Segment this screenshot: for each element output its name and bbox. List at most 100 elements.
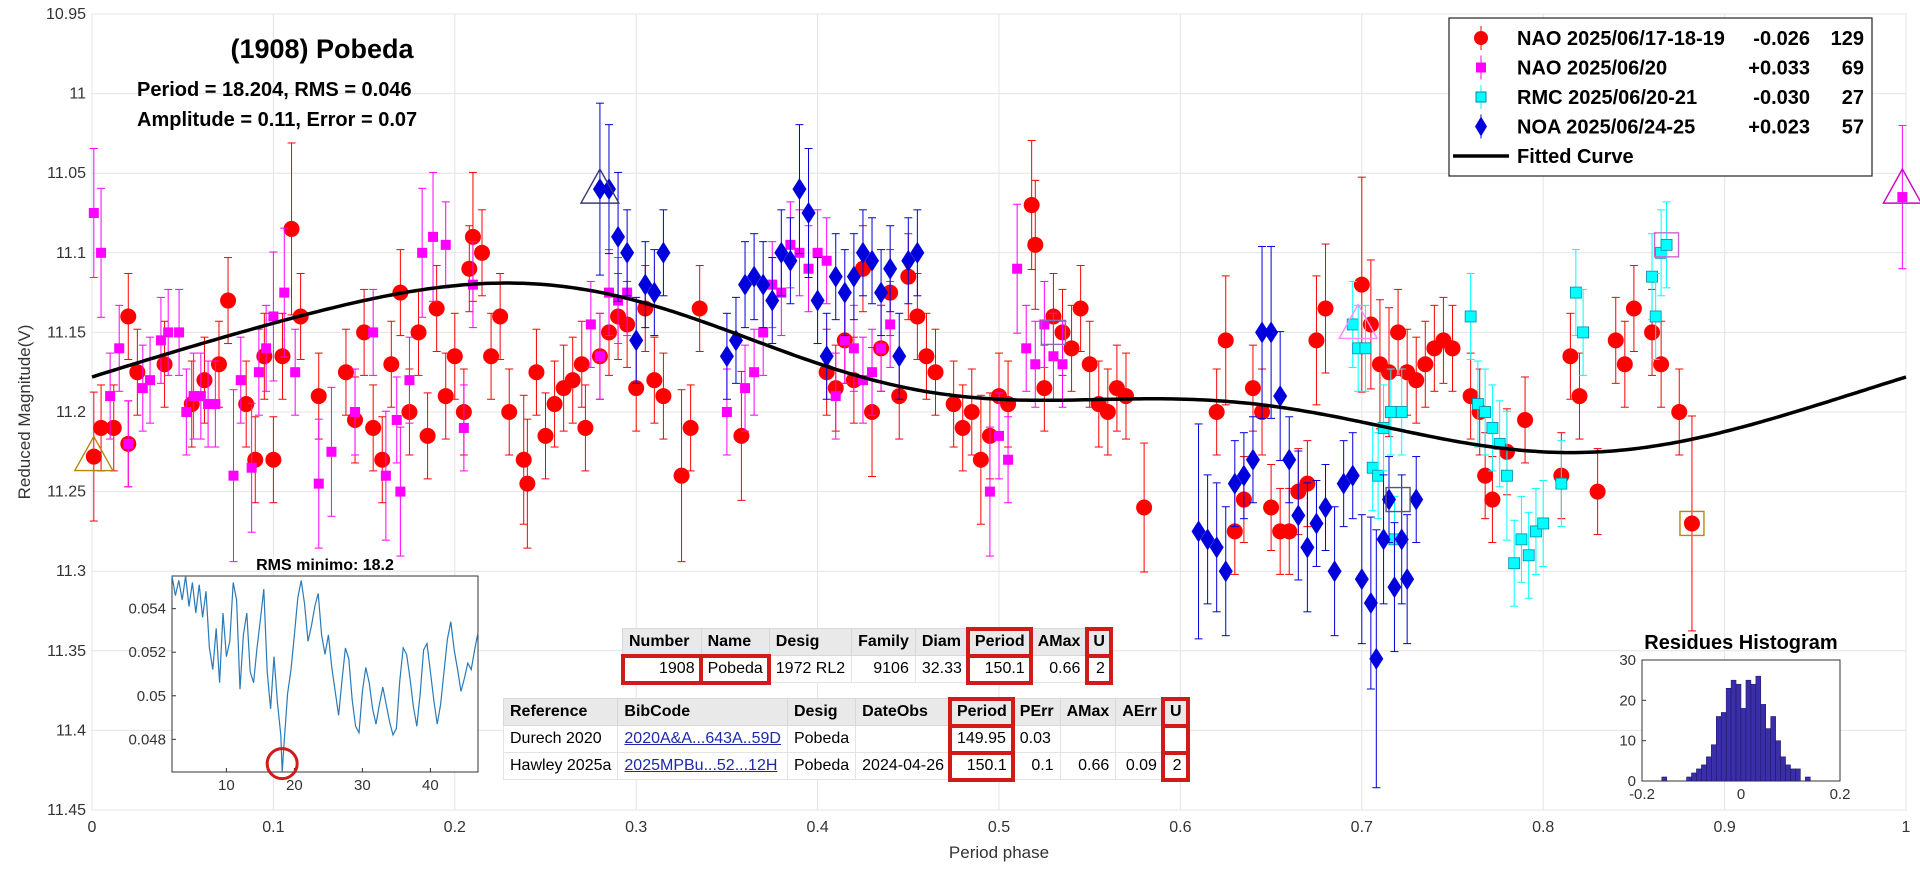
data-point-diamond xyxy=(1369,647,1384,670)
col-family: Family xyxy=(851,628,916,656)
histogram-bar xyxy=(1730,679,1737,782)
table-row: Durech 2020 2020A&A...643A..59D Pobeda 1… xyxy=(502,723,1190,755)
x-tick-label: 1 xyxy=(1902,819,1911,836)
data-point-circle xyxy=(337,364,354,381)
x-tick-label: 0.3 xyxy=(625,819,647,836)
data-point-diamond xyxy=(828,265,843,288)
data-point-square xyxy=(867,367,878,378)
data-point-diamond xyxy=(1387,576,1402,599)
cell-dateobs: 2024-04-26 xyxy=(855,752,951,780)
data-point-circle xyxy=(1244,380,1261,397)
data-point-circle xyxy=(1381,364,1398,381)
data-point-square xyxy=(1372,469,1385,482)
data-point-diamond xyxy=(756,273,771,296)
legend-marker-circle xyxy=(1474,31,1488,45)
square-marker xyxy=(1040,319,1067,346)
cell-period: 150.1 xyxy=(966,653,1034,685)
hist-y-tick-label: 0 xyxy=(1628,773,1636,790)
data-point-diamond xyxy=(620,241,635,264)
data-point-diamond xyxy=(1218,560,1233,583)
bibcode-link[interactable]: 2020A&A...643A..59D xyxy=(624,730,781,747)
col-u: U xyxy=(1161,696,1190,728)
col-perr: PErr xyxy=(1012,698,1061,726)
square-marker xyxy=(1653,232,1680,258)
data-point-diamond xyxy=(747,265,762,288)
amplitude-error-text: Amplitude = 0.11, Error = 0.07 xyxy=(137,109,417,131)
data-point-circle xyxy=(274,348,291,365)
histogram-bar xyxy=(1725,687,1732,782)
data-point-square xyxy=(313,478,324,489)
data-point-square xyxy=(145,375,156,386)
data-point-diamond xyxy=(855,241,870,264)
data-point-diamond xyxy=(1209,536,1224,559)
bibcode-link[interactable]: 2025MPBu...52...12H xyxy=(624,757,778,774)
data-point-diamond xyxy=(783,249,798,272)
histogram-bar xyxy=(1716,716,1722,782)
square-marker xyxy=(1385,486,1411,513)
data-point-square xyxy=(848,343,859,354)
data-point-circle xyxy=(1683,515,1700,532)
data-point-square xyxy=(758,327,769,338)
data-point-circle xyxy=(383,356,400,373)
data-point-circle xyxy=(1308,332,1325,349)
data-point-square xyxy=(1039,319,1050,330)
data-point-square xyxy=(1508,557,1521,570)
histogram-bar xyxy=(1760,704,1767,782)
cell-period: 150.1 xyxy=(948,750,1016,782)
data-point-square xyxy=(1660,238,1673,251)
histogram-bar xyxy=(1780,756,1786,782)
histogram-bar xyxy=(1775,740,1781,782)
data-point-square xyxy=(821,255,832,266)
data-point-square xyxy=(440,239,451,250)
histogram-bar xyxy=(1770,716,1776,782)
data-point-circle xyxy=(474,244,491,261)
data-point-diamond xyxy=(1245,448,1260,471)
data-point-circle xyxy=(528,364,545,381)
cell-perr: 0.03 xyxy=(1012,725,1061,753)
histogram-bar xyxy=(1790,768,1796,782)
data-point-diamond xyxy=(1327,560,1342,583)
col-number: Number xyxy=(622,628,702,656)
rms-x-tick-label: 10 xyxy=(218,777,235,794)
data-point-circle xyxy=(1281,523,1298,540)
col-dateobs: DateObs xyxy=(855,698,951,726)
data-point-circle xyxy=(1072,300,1089,317)
cell-aerr xyxy=(1115,725,1164,753)
data-point-circle xyxy=(1063,340,1080,357)
cell-u: 2 xyxy=(1161,750,1190,782)
data-point-square xyxy=(428,231,439,242)
data-point-circle xyxy=(210,356,227,373)
data-point-circle xyxy=(1562,348,1579,365)
cell-amax: 0.66 xyxy=(1030,655,1088,683)
data-point-square xyxy=(195,391,206,402)
histogram-bar xyxy=(1706,756,1712,782)
data-point-square xyxy=(458,422,469,433)
legend-label: NAO 2025/06/20 xyxy=(1517,58,1667,80)
histogram-bar xyxy=(1805,776,1811,782)
rms-y-tick-label: 0.048 xyxy=(128,731,166,748)
histogram-bars xyxy=(1661,675,1811,782)
data-point-diamond xyxy=(1264,321,1279,344)
legend-items: NAO 2025/06/17-18-19 -0.026 129 NAO 2025/06… xyxy=(1453,26,1864,168)
data-point-diamond xyxy=(1273,385,1288,408)
y-tick-label: 11.4 xyxy=(56,722,86,739)
hist-x-tick-label: 0.2 xyxy=(1830,786,1851,803)
data-point-circle xyxy=(646,372,663,389)
rms-inset-frame xyxy=(171,575,479,773)
x-tick-label: 0.7 xyxy=(1351,819,1373,836)
data-point-diamond xyxy=(846,265,861,288)
data-point-diamond xyxy=(638,273,653,296)
y-tick-label: 11.45 xyxy=(47,802,86,819)
data-point-circle xyxy=(733,427,750,444)
data-point-square xyxy=(1569,286,1582,299)
data-point-diamond xyxy=(1300,536,1315,559)
data-point-square xyxy=(1522,549,1535,562)
data-point-circle xyxy=(1644,324,1661,341)
data-point-circle xyxy=(93,419,110,436)
cell-bibcode: 2020A&A...643A..59D xyxy=(617,725,788,753)
data-point-circle xyxy=(682,419,699,436)
data-point-square xyxy=(857,375,868,386)
col-amax: AMax xyxy=(1030,628,1088,656)
legend-count: 27 xyxy=(1842,87,1864,109)
